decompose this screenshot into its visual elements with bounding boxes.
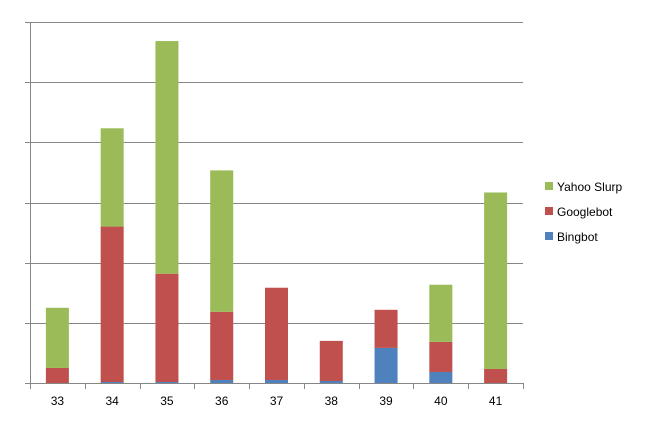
bar-yahoo-slurp-40	[429, 284, 453, 342]
x-tick-label: 41	[489, 394, 503, 408]
x-tick-label: 38	[325, 394, 339, 408]
axes	[25, 22, 524, 389]
bar-yahoo-slurp-34	[100, 128, 124, 227]
bar-bingbot-40	[429, 371, 453, 383]
x-tick-label: 37	[270, 394, 284, 408]
legend-swatch	[545, 182, 553, 190]
bar-bingbot-39	[374, 347, 398, 383]
bar-googlebot-33	[45, 367, 69, 383]
x-tick-labels: 33 34 35 36 37 38 39 40 41	[51, 394, 503, 408]
bar-bingbot-34	[100, 381, 124, 383]
bar-yahoo-slurp-33	[45, 307, 69, 368]
bar-bingbot-37	[264, 379, 289, 383]
bar-bingbot-35	[155, 381, 179, 383]
x-tick-label: 35	[160, 394, 174, 408]
legend-label: Bingbot	[557, 230, 598, 244]
bars	[45, 41, 508, 383]
x-tick-label: 39	[379, 394, 393, 408]
bar-yahoo-slurp-36	[210, 170, 234, 312]
bar-googlebot-41	[484, 368, 508, 383]
x-tick-label: 33	[51, 394, 65, 408]
bar-googlebot-39	[374, 309, 398, 348]
bar-googlebot-40	[429, 341, 453, 372]
x-tick-label: 40	[434, 394, 448, 408]
bar-googlebot-34	[100, 226, 124, 382]
legend: Yahoo Slurp Googlebot Bingbot	[545, 180, 622, 244]
bar-bingbot-36	[210, 379, 234, 383]
x-tick-label: 34	[105, 394, 119, 408]
bar-bingbot-38	[319, 380, 343, 383]
legend-swatch	[545, 207, 553, 215]
bar-googlebot-36	[210, 311, 234, 380]
bar-googlebot-37	[264, 287, 289, 380]
bar-googlebot-35	[155, 273, 179, 382]
legend-swatch	[545, 232, 553, 240]
bar-yahoo-slurp-35	[155, 41, 179, 274]
x-tick-label: 36	[215, 394, 229, 408]
bar-yahoo-slurp-41	[484, 192, 508, 369]
legend-label: Googlebot	[557, 205, 613, 219]
legend-label: Yahoo Slurp	[557, 180, 622, 194]
bar-googlebot-38	[319, 340, 343, 381]
